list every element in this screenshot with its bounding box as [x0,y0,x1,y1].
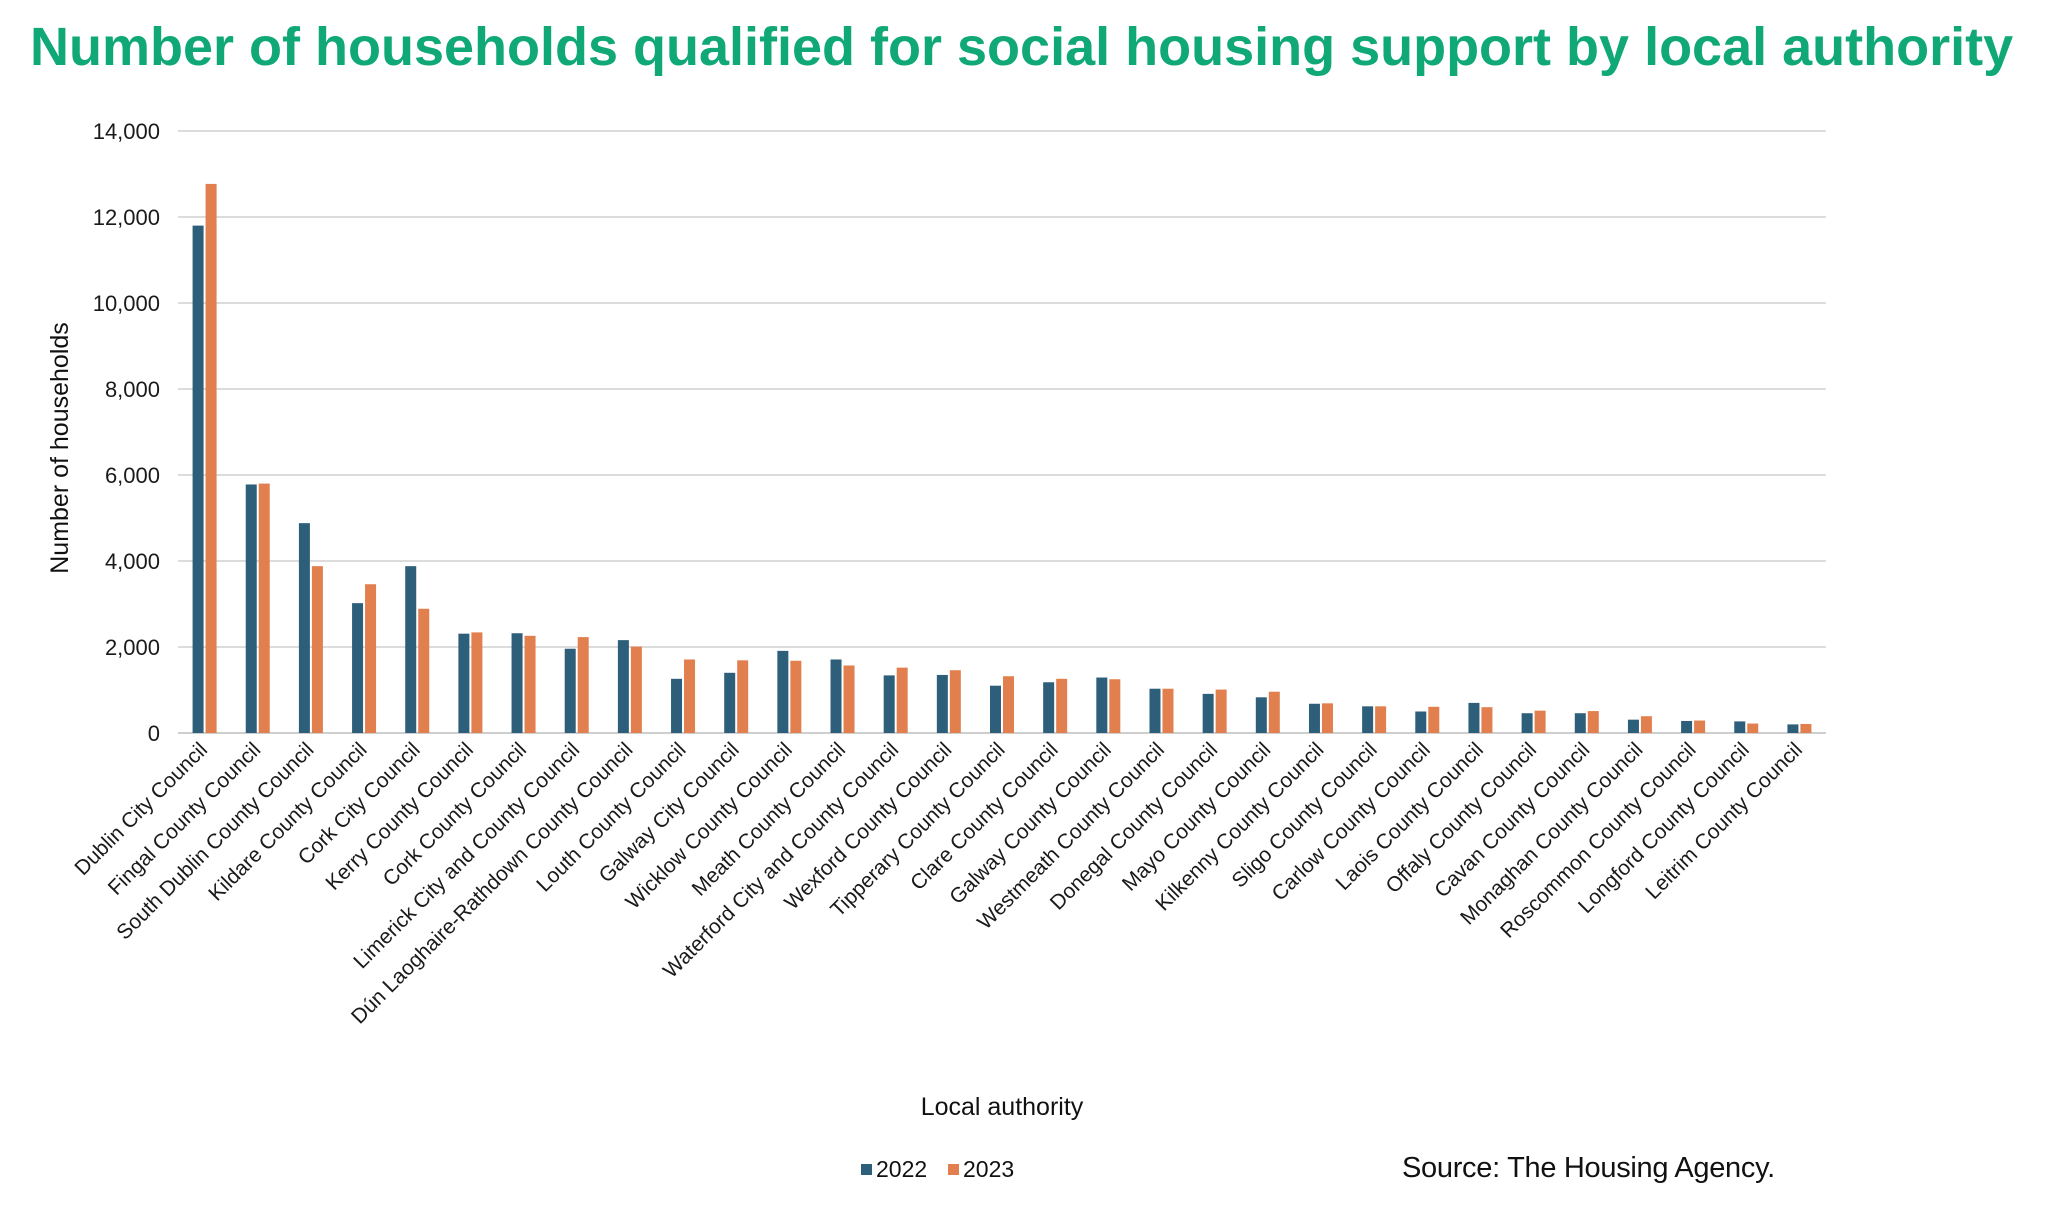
x-category-label: Roscommon County Council [1496,738,1700,942]
bar-2022 [777,650,789,733]
bar-2023 [1375,706,1387,733]
bar-2023 [1428,706,1440,733]
bar-2023 [790,660,802,733]
bar-2022 [1787,724,1799,733]
bar-2022 [1521,713,1533,733]
bar-2023 [949,670,961,733]
bar-2023 [1747,723,1759,733]
bar-2023 [418,608,430,733]
bar-2023 [1694,720,1706,733]
y-axis-ticks: 0 2,000 4,000 6,000 8,000 10,000 12,000 14,000 [93,119,160,746]
bar-2023 [258,483,270,733]
bar-2022 [1202,693,1214,733]
bar-2022 [1681,720,1693,733]
bar-2022 [192,225,204,733]
bar-2023 [1268,691,1280,733]
legend-label-2023: 2023 [963,1156,1014,1182]
x-axis-title: Local authority [921,1093,1084,1121]
y-tick-label: 2,000 [105,635,160,660]
bar-2022 [990,685,1001,733]
legend-swatch-2022 [861,1164,872,1175]
bar-2022 [298,523,310,733]
y-tick-label: 8,000 [105,377,160,402]
y-tick-label: 6,000 [105,463,160,488]
bar-2022 [1043,682,1055,733]
bar-2022 [1627,719,1639,733]
bar-2022 [936,674,948,733]
gridlines [178,130,1826,734]
bar-2022 [830,659,842,733]
bar-2022 [1255,697,1267,733]
bar-2023 [684,659,696,733]
bar-2023 [1056,678,1068,733]
bar-2023 [1162,688,1174,733]
bar-2023 [311,566,323,733]
y-tick-label: 10,000 [93,291,160,316]
y-tick-label: 12,000 [93,205,160,230]
bar-2023 [1640,716,1652,733]
bar-2022 [352,603,364,733]
bar-2023 [1109,679,1121,733]
bar-2023 [1800,723,1812,733]
legend-label-2022: 2022 [876,1156,927,1182]
bar-2022 [1734,721,1746,733]
bar-2022 [458,633,470,733]
bar-2022 [617,640,629,733]
legend-swatch-2023 [948,1164,959,1175]
x-category-label: South Dublin County Council [112,738,318,944]
bar-2023 [1215,689,1227,733]
bar-2023 [205,183,217,733]
bar-2023 [1003,676,1014,733]
bar-2023 [1587,711,1599,733]
bar-2022 [883,675,895,733]
bar-2022 [724,672,736,733]
bar-2022 [564,648,576,733]
source-note: Source: The Housing Agency. [1402,1152,1775,1184]
bar-2022 [1308,703,1320,733]
bar-2022 [1468,702,1480,733]
bar-2022 [1362,706,1374,733]
bar-2022 [1096,677,1108,733]
bar-2023 [471,632,483,733]
bar-2023 [365,584,377,733]
bar-2022 [245,484,257,733]
bar-2023 [896,667,908,733]
bar-2023 [1534,710,1546,733]
bar-2022 [405,566,417,733]
y-tick-label: 4,000 [105,549,160,574]
y-tick-label: 0 [148,721,160,746]
y-axis-title: Number of households [46,322,74,574]
bar-2023 [577,637,589,733]
bar-2023 [737,660,749,733]
bar-2022 [671,678,683,733]
bar-2023 [630,646,642,733]
bar-2022 [511,633,523,733]
bar-2023 [843,665,855,733]
legend: 2022 2023 [861,1156,1014,1182]
y-tick-label: 14,000 [93,119,160,144]
bar-2022 [1574,713,1586,733]
bar-2023 [524,635,536,733]
bar-2022 [1415,711,1427,733]
bars [192,183,1812,733]
bar-2023 [1481,707,1493,733]
bar-2023 [1321,703,1333,733]
chart-title: Number of households qualified for socia… [30,17,2014,77]
bar-2022 [1149,688,1161,733]
